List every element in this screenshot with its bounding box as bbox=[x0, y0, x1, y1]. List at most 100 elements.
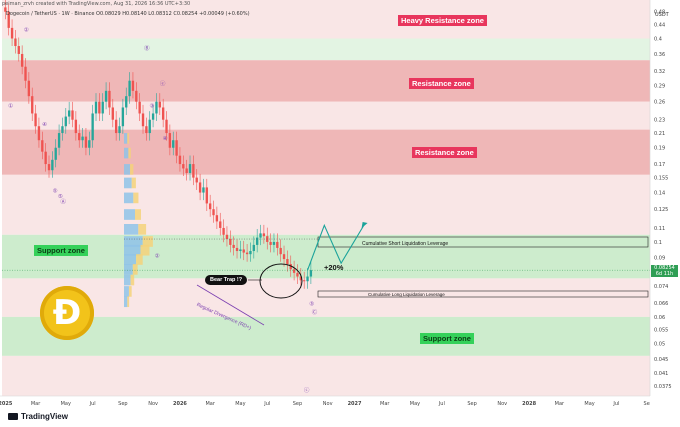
candle-body-90 bbox=[306, 276, 309, 282]
target-percent-label: +20% bbox=[324, 263, 344, 272]
candle-body-8 bbox=[31, 96, 34, 114]
wave-marker-6: ④ bbox=[162, 136, 167, 142]
volume-profile-value-bar-11 bbox=[130, 274, 135, 286]
candle-body-17 bbox=[61, 126, 64, 134]
price-tick-21: 0.055 bbox=[654, 328, 668, 334]
time-tick-4: Sep bbox=[118, 401, 127, 407]
candle-body-87 bbox=[296, 272, 299, 277]
candle-body-38 bbox=[131, 80, 135, 91]
candle-body-68 bbox=[232, 244, 235, 248]
volume-profile-value-bar-5 bbox=[135, 209, 141, 220]
candle-body-66 bbox=[225, 234, 229, 240]
candle-body-28 bbox=[98, 101, 101, 114]
volume-profile-bar-11 bbox=[124, 274, 131, 286]
short-liquidation-label: Cumulative Short Liquidation Leverage bbox=[362, 241, 449, 247]
candle-body-2 bbox=[10, 27, 14, 39]
candle-body-20 bbox=[71, 110, 74, 120]
candle-body-62 bbox=[212, 209, 215, 216]
candle-body-75 bbox=[255, 237, 259, 245]
candle-body-63 bbox=[215, 215, 219, 222]
price-tick-14: 0.11 bbox=[654, 226, 665, 232]
price-tick-1: 0.44 bbox=[654, 23, 665, 29]
candle-body-39 bbox=[135, 90, 138, 102]
candle-body-82 bbox=[279, 247, 282, 255]
candle-body-80 bbox=[272, 241, 276, 245]
price-tick-20: 0.06 bbox=[654, 315, 665, 321]
candle-body-71 bbox=[242, 249, 245, 253]
time-tick-19: Mar bbox=[555, 401, 565, 407]
tradingview-brand[interactable]: TradingView bbox=[8, 412, 68, 421]
candle-body-0 bbox=[4, 7, 7, 12]
volume-profile-value-bar-8 bbox=[140, 244, 150, 256]
candle-body-86 bbox=[292, 269, 296, 273]
candle-body-72 bbox=[245, 252, 249, 255]
wave-marker-9: ⑤ bbox=[58, 194, 63, 200]
price-tick-6: 0.26 bbox=[654, 100, 665, 106]
price-tick-10: 0.17 bbox=[654, 162, 665, 168]
price-tick-9: 0.19 bbox=[654, 146, 665, 152]
price-tick-3: 0.36 bbox=[654, 52, 665, 58]
wave-marker-7: ⑤ bbox=[52, 189, 57, 195]
candle-body-59 bbox=[202, 187, 205, 193]
tradingview-brand-name: TradingView bbox=[21, 412, 68, 421]
candle-body-48 bbox=[165, 119, 168, 134]
candle-body-43 bbox=[148, 119, 151, 134]
time-tick-8: May bbox=[235, 401, 245, 407]
bear-trap-circle bbox=[259, 263, 303, 299]
time-tick-10: Sep bbox=[293, 401, 302, 407]
candle-body-55 bbox=[188, 164, 192, 173]
candle-body-42 bbox=[145, 126, 148, 134]
candle-body-60 bbox=[205, 187, 208, 204]
candle-body-56 bbox=[192, 164, 195, 178]
candle-body-33 bbox=[114, 119, 118, 134]
zone-band-9 bbox=[2, 355, 650, 396]
price-tick-12: 0.14 bbox=[654, 191, 665, 197]
candle-body-65 bbox=[222, 227, 225, 235]
candle-body-1 bbox=[7, 11, 10, 28]
time-tick-7: Mar bbox=[205, 401, 215, 407]
price-tick-15: 0.1 bbox=[654, 240, 662, 246]
candle-body-64 bbox=[219, 221, 222, 228]
symbol-ohlc-line: Dogecoin / TetherUS · 1W · Binance O0.08… bbox=[6, 11, 250, 17]
wave-marker-4: ④ bbox=[42, 122, 47, 128]
volume-profile-value-bar-2 bbox=[130, 164, 134, 175]
candle-body-37 bbox=[128, 80, 131, 97]
price-tick-4: 0.32 bbox=[654, 69, 665, 75]
dogecoin-logo-icon: Ð bbox=[40, 286, 94, 340]
projection-arrowhead bbox=[361, 222, 368, 229]
zone-band-0 bbox=[2, 0, 650, 39]
candle-body-61 bbox=[208, 203, 212, 210]
volume-profile-value-bar-13 bbox=[127, 296, 130, 308]
volume-profile-value-bar-9 bbox=[136, 254, 143, 265]
price-tick-2: 0.4 bbox=[654, 37, 662, 43]
candle-body-84 bbox=[286, 259, 289, 265]
current-price-value: 0.08254 bbox=[654, 265, 675, 271]
time-tick-2: May bbox=[61, 401, 71, 407]
volume-profile-value-bar-12 bbox=[128, 286, 132, 297]
zone-band-6 bbox=[2, 234, 650, 279]
candle-body-46 bbox=[158, 101, 161, 108]
candle-body-77 bbox=[262, 233, 266, 237]
time-tick-13: Mar bbox=[380, 401, 390, 407]
candle-body-47 bbox=[161, 107, 165, 120]
wave-marker-2: Ⓑ bbox=[144, 44, 150, 52]
candle-body-69 bbox=[235, 247, 239, 252]
currency-label: USDT bbox=[655, 12, 669, 18]
candle-body-45 bbox=[155, 101, 158, 114]
resistance-upper-label: Resistance zone bbox=[409, 78, 474, 89]
zone-band-4 bbox=[2, 129, 650, 175]
candle-body-3 bbox=[14, 38, 17, 47]
candle-body-26 bbox=[91, 113, 94, 141]
candle-body-91 bbox=[309, 270, 313, 277]
candle-body-70 bbox=[239, 249, 242, 252]
candle-body-32 bbox=[111, 107, 114, 120]
candle-body-73 bbox=[249, 251, 252, 255]
candle-body-25 bbox=[88, 140, 91, 148]
price-tick-8: 0.21 bbox=[654, 131, 665, 137]
candle-body-6 bbox=[24, 66, 27, 81]
candle-body-34 bbox=[118, 126, 121, 134]
volume-profile-bar-3 bbox=[124, 177, 132, 189]
volume-profile-bar-4 bbox=[124, 192, 134, 204]
time-tick-22: Se bbox=[644, 401, 650, 407]
